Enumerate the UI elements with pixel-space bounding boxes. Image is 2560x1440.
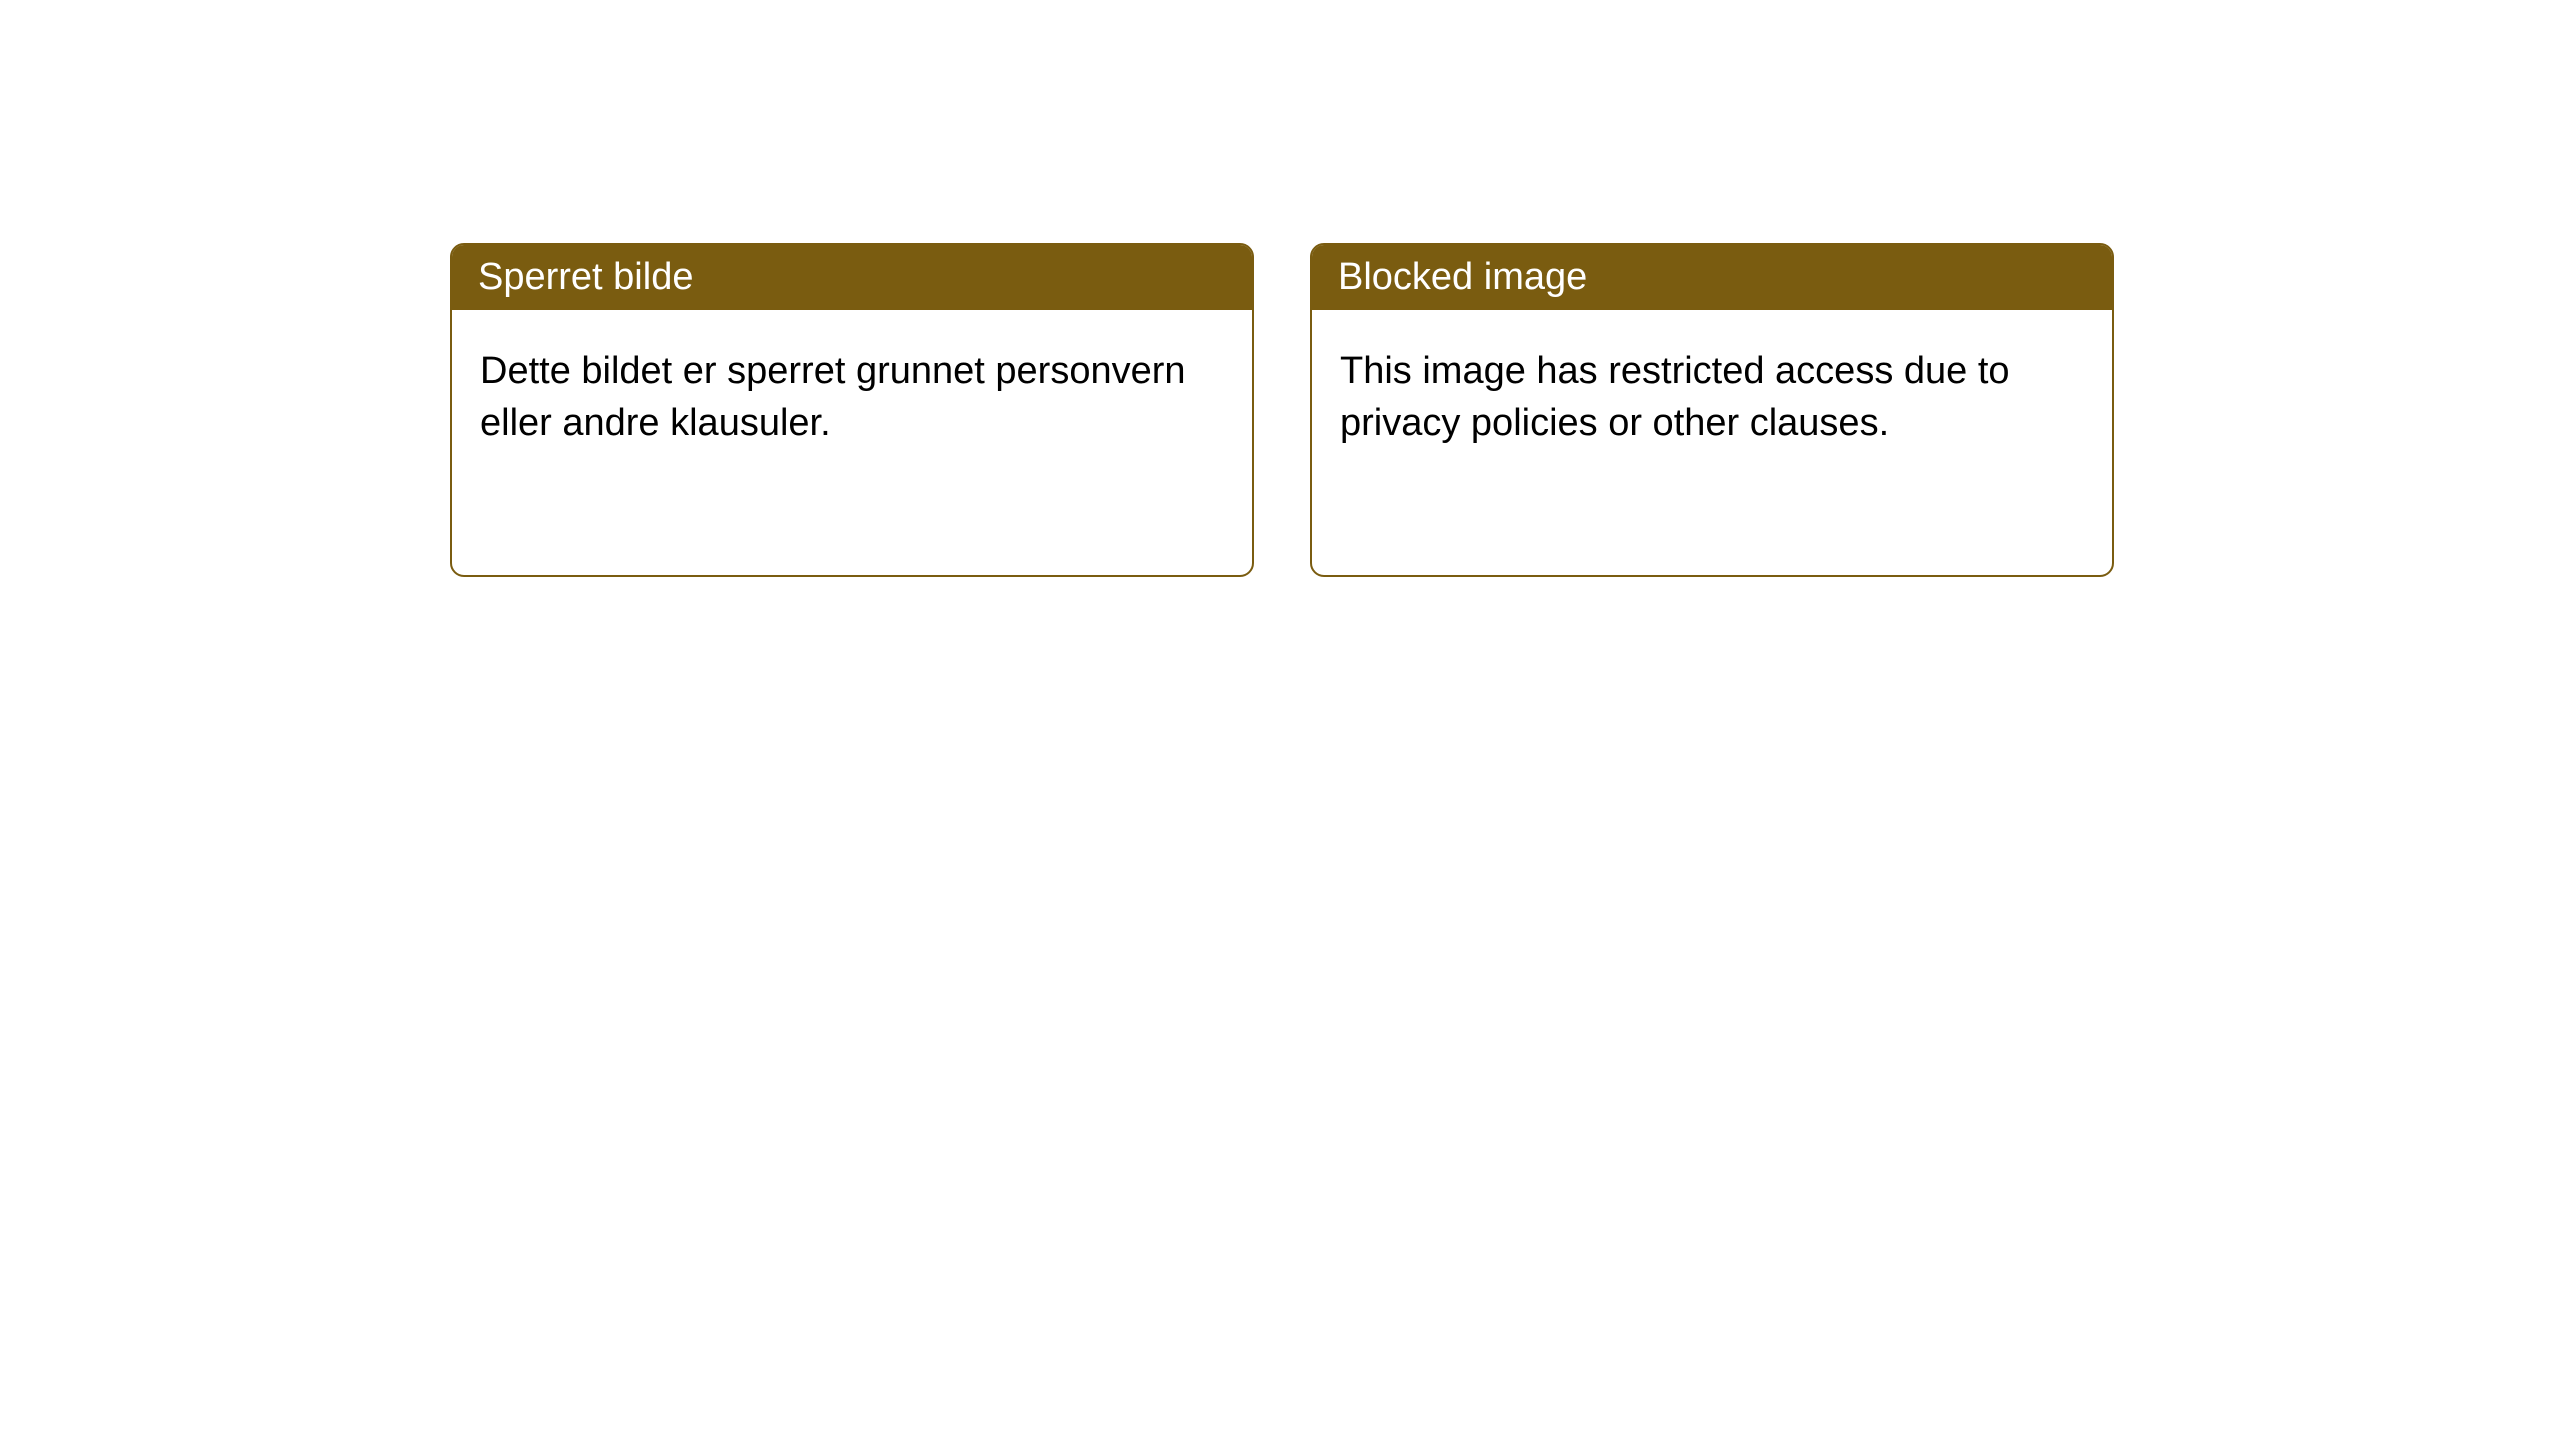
notice-card-english: Blocked image This image has restricted … xyxy=(1310,243,2114,577)
notice-title-norwegian: Sperret bilde xyxy=(452,245,1252,310)
notice-body-english: This image has restricted access due to … xyxy=(1312,310,2112,485)
notice-container: Sperret bilde Dette bildet er sperret gr… xyxy=(0,0,2560,577)
notice-body-norwegian: Dette bildet er sperret grunnet personve… xyxy=(452,310,1252,485)
notice-title-english: Blocked image xyxy=(1312,245,2112,310)
notice-card-norwegian: Sperret bilde Dette bildet er sperret gr… xyxy=(450,243,1254,577)
